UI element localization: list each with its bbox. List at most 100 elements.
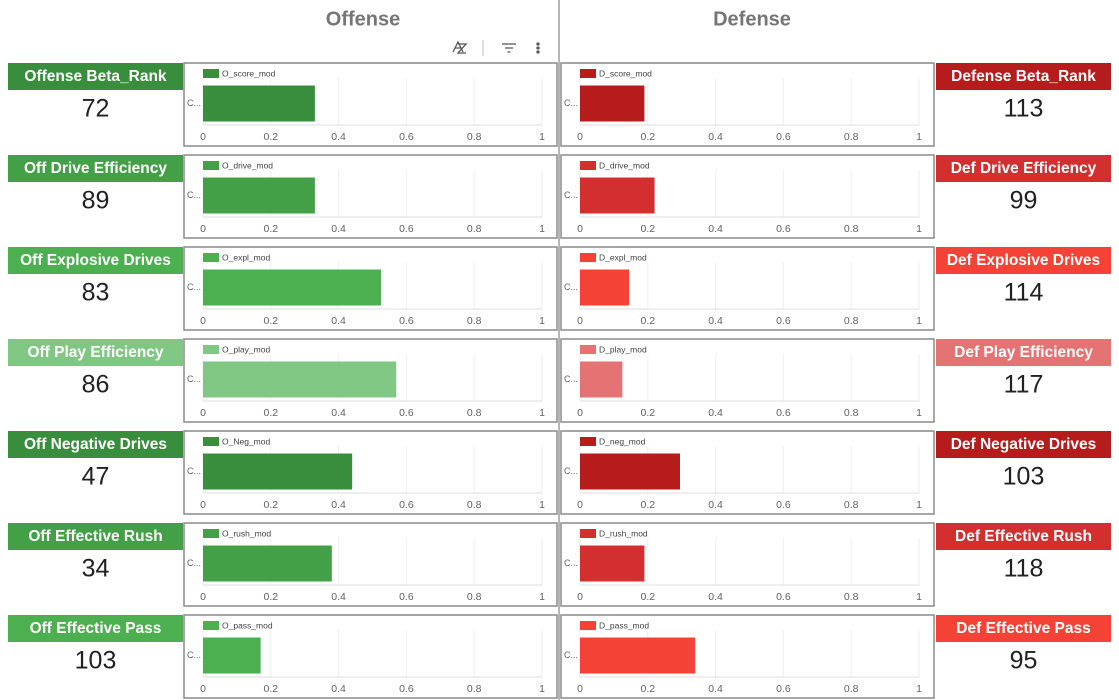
legend-swatch: [203, 345, 219, 354]
card-label: Def Explosive Drives: [947, 252, 1100, 269]
x-tick-label: 0.8: [467, 131, 482, 143]
x-tick-label: 0.2: [263, 591, 278, 603]
card-value: 117: [1004, 371, 1044, 399]
legend-label: O_score_mod: [222, 68, 276, 78]
x-tick-label: 1: [539, 499, 545, 511]
x-tick-label: 0.4: [708, 407, 723, 419]
x-tick-label: 0.6: [776, 223, 791, 235]
bar: [580, 361, 623, 398]
menu-icon[interactable]: [536, 50, 540, 54]
y-tick-label: C...: [187, 190, 201, 200]
card-label-bg: [8, 615, 183, 642]
card-label: Def Effective Pass: [956, 620, 1090, 637]
x-tick-label: 0.6: [776, 131, 791, 143]
x-tick-label: 0: [200, 683, 206, 695]
bar: [203, 85, 315, 122]
sort-icon[interactable]: [452, 40, 468, 54]
x-tick-label: 0.2: [640, 499, 655, 511]
bar: [580, 545, 645, 582]
x-tick-label: 0.4: [331, 315, 346, 327]
x-tick-label: 0.8: [844, 683, 859, 695]
card-label: Def Play Efficiency: [954, 344, 1093, 361]
filter-icon[interactable]: [502, 43, 516, 53]
legend-swatch: [580, 345, 596, 354]
legend-label: O_play_mod: [222, 344, 270, 354]
x-tick-label: 0: [200, 591, 206, 603]
x-tick-label: 0.8: [467, 223, 482, 235]
x-tick-label: 0: [577, 499, 583, 511]
x-tick-label: 0.2: [263, 131, 278, 143]
x-tick-label: 0.2: [263, 315, 278, 327]
y-tick-label: C...: [564, 466, 578, 476]
x-tick-label: 1: [916, 131, 922, 143]
chart-frame: [560, 154, 935, 239]
x-tick-label: 0.2: [640, 407, 655, 419]
legend-swatch: [203, 437, 219, 446]
legend-swatch: [203, 621, 219, 630]
x-tick-label: 0: [577, 591, 583, 603]
card-value: 86: [82, 371, 110, 399]
legend-swatch: [203, 253, 219, 262]
y-tick-label: C...: [187, 650, 201, 660]
card-label-bg: [936, 63, 1111, 90]
x-tick-label: 0.2: [640, 683, 655, 695]
x-tick-label: 0.2: [640, 315, 655, 327]
y-tick-label: C...: [564, 374, 578, 384]
x-tick-label: 0: [200, 407, 206, 419]
card-label: Def Drive Efficiency: [951, 160, 1097, 177]
section-header: Offense: [326, 8, 400, 30]
menu-icon[interactable]: [536, 46, 540, 50]
x-tick-label: 0.6: [776, 683, 791, 695]
x-tick-label: 1: [539, 683, 545, 695]
x-tick-label: 0: [200, 223, 206, 235]
bar: [203, 453, 353, 490]
x-tick-label: 1: [539, 315, 545, 327]
bar: [580, 637, 696, 674]
legend-label: D_pass_mod: [599, 620, 649, 630]
card-value: 103: [75, 647, 117, 675]
legend-swatch: [203, 529, 219, 538]
x-tick-label: 0.4: [331, 407, 346, 419]
x-tick-label: 0.4: [331, 223, 346, 235]
chart-frame: [560, 338, 935, 423]
x-tick-label: 0.2: [263, 683, 278, 695]
legend-label: D_play_mod: [599, 344, 647, 354]
card-label-bg: [936, 155, 1111, 182]
x-tick-label: 1: [916, 499, 922, 511]
x-tick-label: 0.6: [399, 223, 414, 235]
legend-label: D_score_mod: [599, 68, 652, 78]
card-label: Off Explosive Drives: [20, 252, 171, 269]
x-tick-label: 1: [539, 223, 545, 235]
x-tick-label: 0.8: [844, 223, 859, 235]
x-tick-label: 0.2: [640, 131, 655, 143]
card-label-bg: [8, 155, 183, 182]
x-tick-label: 0.6: [399, 131, 414, 143]
x-tick-label: 1: [539, 131, 545, 143]
x-tick-label: 0.8: [467, 499, 482, 511]
card-label: Off Drive Efficiency: [24, 160, 167, 177]
y-tick-label: C...: [564, 650, 578, 660]
x-tick-label: 0: [200, 499, 206, 511]
card-label: Defense Beta_Rank: [951, 68, 1096, 85]
x-tick-label: 0.8: [844, 131, 859, 143]
y-tick-label: C...: [564, 98, 578, 108]
card-label-bg: [936, 247, 1111, 274]
card-label: Offense Beta_Rank: [24, 68, 167, 85]
y-tick-label: C...: [187, 98, 201, 108]
x-tick-label: 0.8: [844, 499, 859, 511]
card-value: 47: [82, 463, 110, 491]
menu-icon[interactable]: [536, 42, 540, 46]
legend-swatch: [580, 69, 596, 78]
x-tick-label: 0.8: [844, 591, 859, 603]
x-tick-label: 0.6: [776, 591, 791, 603]
chart-toolbar[interactable]: [452, 40, 540, 56]
bar: [580, 453, 681, 490]
y-tick-label: C...: [187, 558, 201, 568]
x-tick-label: 0: [577, 131, 583, 143]
card-label-bg: [936, 339, 1111, 366]
x-tick-label: 0: [200, 315, 206, 327]
x-tick-label: 1: [916, 683, 922, 695]
card-label-bg: [8, 523, 183, 550]
legend-swatch: [203, 161, 219, 170]
card-label: Off Negative Drives: [24, 436, 167, 453]
